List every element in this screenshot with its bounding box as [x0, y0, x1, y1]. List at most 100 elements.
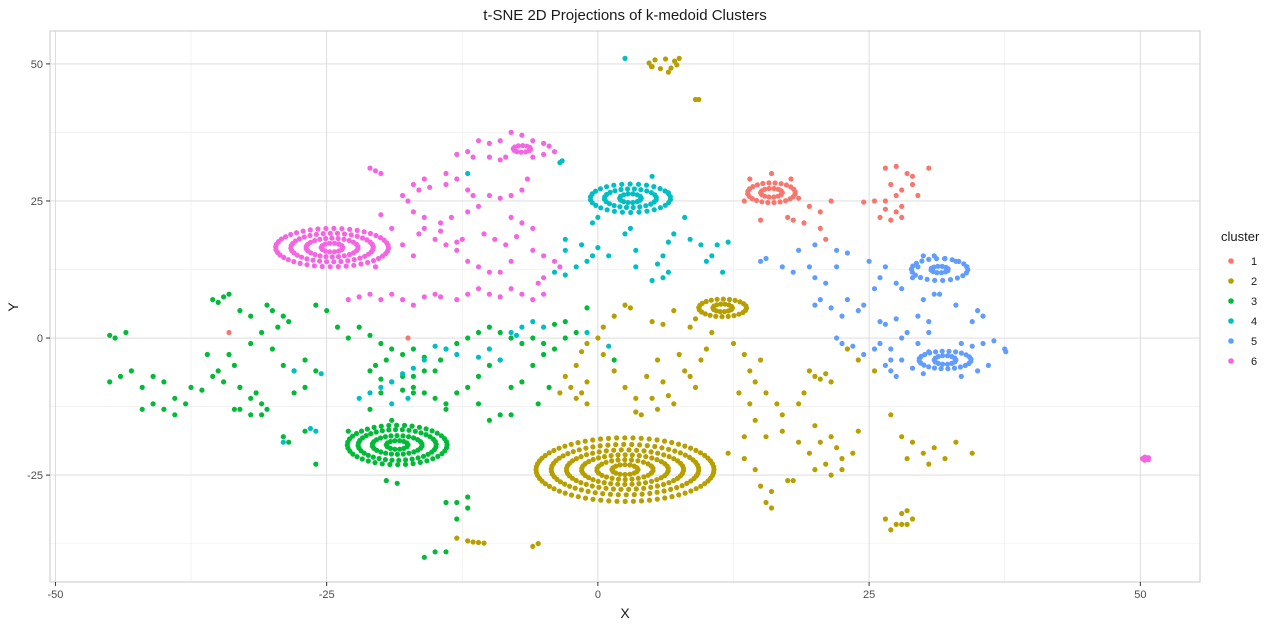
data-point [609, 475, 615, 481]
x-axis-title: X [620, 605, 630, 621]
data-point [628, 209, 634, 216]
data-point [754, 182, 761, 188]
data-point [378, 212, 384, 218]
data-point [573, 395, 579, 401]
data-point [389, 417, 395, 423]
data-point [714, 296, 720, 302]
data-point [497, 269, 503, 275]
data-point [758, 483, 764, 489]
data-point [508, 412, 514, 418]
data-point [915, 264, 921, 270]
data-point [356, 395, 362, 401]
data-point [481, 231, 487, 237]
data-point [627, 305, 634, 311]
data-point [839, 340, 845, 347]
data-point [888, 357, 894, 363]
data-point [600, 491, 606, 497]
data-point [367, 230, 373, 237]
data-point [339, 226, 345, 232]
data-point [657, 66, 664, 72]
data-point [844, 250, 851, 256]
data-point [346, 251, 353, 258]
data-point [562, 335, 568, 341]
data-point [503, 154, 509, 160]
data-point [339, 246, 345, 253]
data-point [660, 275, 666, 281]
data-point [386, 422, 392, 429]
data-point [508, 329, 514, 336]
data-point [323, 235, 329, 242]
data-point [893, 192, 899, 199]
chart-title: t-SNE 2D Projections of k-medoid Cluster… [483, 7, 766, 24]
data-point [475, 401, 482, 407]
data-point [839, 313, 845, 319]
data-point [909, 516, 916, 522]
data-point [475, 373, 482, 379]
data-point [687, 324, 693, 330]
data-point [783, 182, 790, 188]
data-point [698, 357, 704, 363]
data-point [584, 258, 590, 264]
data-point [975, 308, 981, 314]
data-point [672, 448, 678, 454]
data-point [732, 297, 738, 303]
data-point [454, 239, 460, 245]
data-point [454, 297, 460, 303]
data-point [388, 433, 394, 439]
data-point [790, 478, 796, 484]
data-point [659, 445, 665, 451]
data-point [465, 258, 471, 264]
data-point [621, 441, 627, 447]
data-point [636, 453, 642, 459]
data-point [454, 351, 460, 358]
data-point [394, 433, 400, 439]
data-point [772, 180, 778, 186]
data-point [438, 228, 444, 234]
data-point [475, 286, 482, 292]
data-point [454, 176, 460, 182]
data-point [275, 324, 281, 330]
data-point [372, 362, 379, 368]
data-point [317, 253, 323, 259]
data-point [356, 294, 362, 300]
data-point [953, 258, 959, 264]
data-point [204, 351, 210, 358]
series-cluster-5 [758, 242, 1009, 379]
data-point [150, 401, 156, 407]
data-point [606, 253, 612, 259]
data-point [269, 308, 275, 314]
data-point [367, 406, 373, 412]
data-point [622, 462, 628, 468]
data-point [372, 460, 378, 466]
data-point [370, 454, 376, 460]
data-point [627, 471, 633, 477]
data-point [626, 486, 632, 492]
data-point [871, 198, 878, 204]
data-point [777, 199, 783, 205]
data-point [603, 474, 610, 480]
data-point [557, 264, 563, 270]
data-point [508, 129, 514, 135]
data-point [654, 477, 660, 483]
data-point [423, 432, 429, 438]
data-point [714, 242, 720, 248]
data-point [513, 332, 520, 338]
data-point [877, 319, 883, 325]
data-point [568, 384, 574, 390]
data-point [909, 173, 916, 179]
data-point [280, 439, 286, 445]
data-point [277, 252, 283, 258]
data-point [508, 214, 514, 220]
data-point [364, 237, 370, 243]
data-point [598, 497, 604, 503]
data-point [615, 476, 622, 482]
data-point [443, 170, 449, 177]
data-point [752, 467, 758, 473]
data-point [788, 184, 794, 190]
data-point [779, 264, 785, 270]
data-point [383, 450, 389, 456]
data-point [654, 496, 660, 502]
data-point [557, 390, 563, 396]
data-point [668, 486, 674, 492]
data-point [741, 198, 747, 204]
